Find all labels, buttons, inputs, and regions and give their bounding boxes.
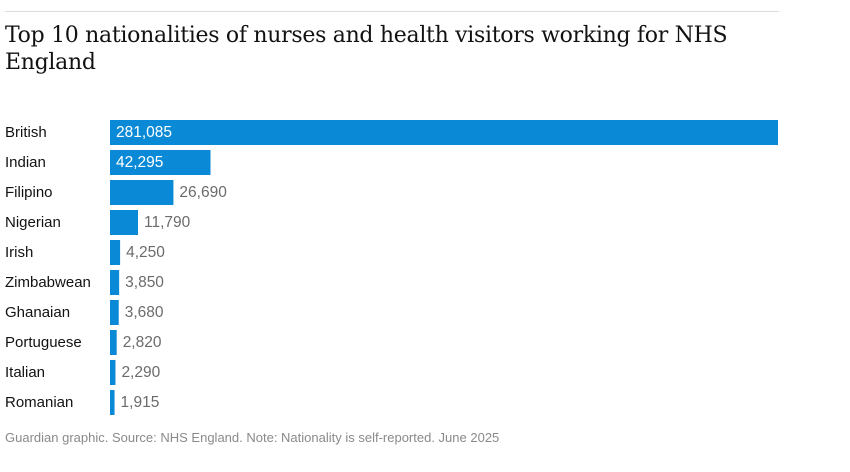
bar — [110, 300, 119, 325]
category-label: Indian — [5, 154, 46, 171]
category-label: Italian — [5, 364, 45, 381]
bar — [110, 210, 139, 235]
category-label: Romanian — [5, 394, 73, 411]
bar — [110, 330, 117, 355]
category-label: Irish — [5, 244, 33, 261]
category-label: Nigerian — [5, 214, 61, 231]
bar — [110, 390, 115, 415]
value-label: 11,790 — [144, 214, 191, 231]
bar-chart: British 281,085 Indian 42,295 Filipino 26,690… — [5, 120, 778, 415]
value-label: 26,690 — [179, 184, 227, 201]
source-note: Guardian graphic. Source: NHS England. N… — [5, 430, 500, 445]
chart-title: Top 10 nationalities of nurses and healt… — [5, 23, 728, 75]
value-label: 2,290 — [121, 364, 160, 381]
value-label: 2,820 — [123, 334, 162, 351]
bar — [110, 180, 174, 205]
top-rule — [5, 11, 779, 12]
bar — [110, 360, 116, 385]
category-label: Filipino — [5, 184, 53, 201]
bar — [110, 120, 778, 145]
bar — [110, 270, 120, 295]
bar — [110, 150, 211, 175]
value-label: 3,680 — [125, 304, 164, 321]
value-label: 42,295 — [116, 154, 163, 171]
category-label: Ghanaian — [5, 304, 70, 321]
value-label: 3,850 — [125, 274, 164, 291]
value-label: 4,250 — [126, 244, 165, 261]
category-label: British — [5, 124, 47, 141]
bar — [110, 240, 121, 265]
category-label: Zimbabwean — [5, 274, 91, 291]
value-label: 281,085 — [116, 124, 172, 141]
category-label: Portuguese — [5, 334, 82, 351]
value-label: 1,915 — [121, 394, 160, 411]
